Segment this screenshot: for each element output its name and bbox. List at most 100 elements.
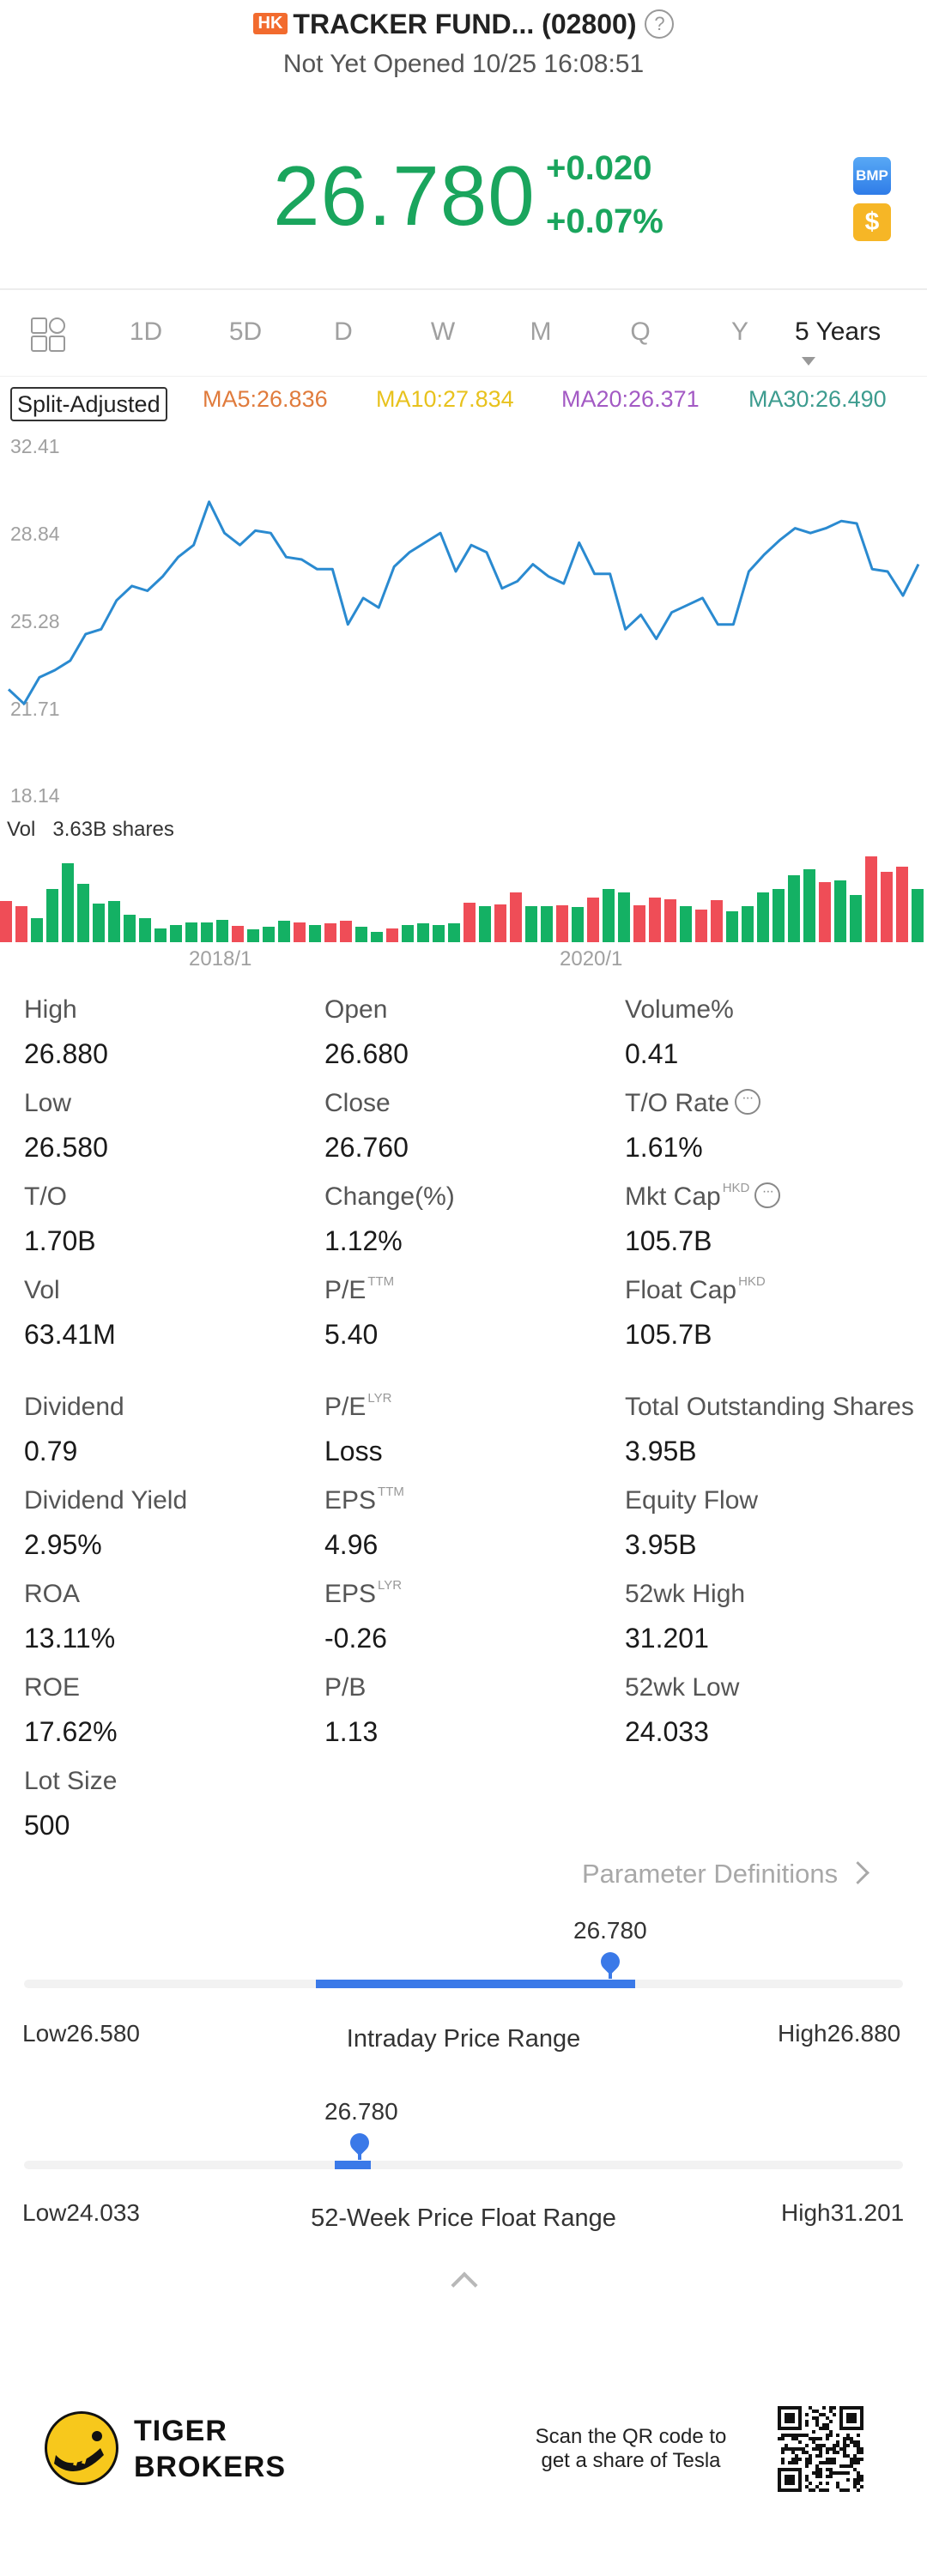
stat-label-text: EPS [324, 1580, 377, 1608]
stat-label-dividend-yield: Dividend Yield [24, 1486, 187, 1515]
x-tick-label: 2018/1 [189, 947, 252, 971]
stat-value-eps: 4.96 [324, 1529, 379, 1560]
volume-bar [340, 921, 352, 942]
tab-d[interactable]: D [334, 317, 353, 346]
volume-bar [494, 904, 506, 942]
price-change-percent: +0.07% [546, 203, 663, 240]
stat-value-vol: 63.41M [24, 1319, 116, 1350]
volume-bar [633, 905, 645, 942]
tab-m[interactable]: M [530, 317, 552, 346]
help-icon[interactable]: ? [645, 9, 675, 39]
volume-bar [803, 869, 815, 942]
caret-down-icon[interactable] [802, 357, 815, 366]
qr-code[interactable] [778, 2406, 863, 2492]
week52-low: Low24.033 [22, 2199, 141, 2226]
volume-bar [15, 906, 27, 942]
intraday-low: Low26.580 [22, 2020, 141, 2047]
stat-label-text: EPS [324, 1486, 377, 1515]
stat-label-open: Open [324, 995, 387, 1025]
volume-bar [695, 910, 707, 942]
volume-chart[interactable] [0, 850, 927, 944]
tab-y[interactable]: Y [730, 317, 748, 346]
chevron-right-icon [846, 1861, 870, 1884]
qr-caption-line2: get a share of Tesla [541, 2449, 721, 2472]
stat-value-mkt-cap: 105.7B [625, 1225, 712, 1256]
stat-value-float-cap: 105.7B [625, 1319, 712, 1350]
stat-value-change: 1.12% [324, 1225, 403, 1256]
volume-bar [510, 892, 522, 942]
stat-value-roe: 17.62% [24, 1716, 118, 1747]
volume-bar [587, 898, 599, 942]
parameter-definitions-label: Parameter Definitions [582, 1859, 839, 1889]
volume-bar [324, 923, 336, 942]
last-price: 26.780 [273, 148, 536, 243]
price-chart[interactable] [0, 438, 927, 798]
chart-layout-icon[interactable] [31, 317, 65, 352]
stat-label-text: Dividend Yield [24, 1486, 188, 1515]
stat-label-roa: ROA [24, 1580, 80, 1609]
volume-bar [711, 900, 723, 942]
stat-label-equity-flow: Equity Flow [625, 1486, 758, 1515]
stat-label-text: T/O [24, 1182, 67, 1211]
y-tick-label: 21.71 [10, 698, 60, 720]
stat-label-text: Mkt Cap [625, 1182, 721, 1211]
volume-bar [0, 901, 12, 942]
stat-label-text: High [24, 995, 77, 1024]
tab-q[interactable]: Q [630, 317, 651, 346]
volume-bar [834, 880, 846, 942]
stat-value-roa: 13.11% [24, 1623, 116, 1654]
stat-label-dividend: Dividend [24, 1393, 124, 1422]
stat-label-text: Open [324, 995, 388, 1024]
stat-label-text: Float Cap [625, 1276, 737, 1304]
stat-label-text: ROA [24, 1580, 81, 1608]
more-info-icon[interactable]: ··· [734, 1089, 760, 1116]
volume-bar [294, 922, 306, 942]
volume-legend: Vol 3.63B shares [7, 818, 174, 842]
stat-label-text: Change(%) [324, 1182, 455, 1211]
stat-label-mkt-cap[interactable]: Mkt Cap HKD ··· [625, 1181, 781, 1212]
volume-bar [93, 904, 105, 942]
intraday-high: High26.880 [778, 2020, 901, 2047]
more-info-icon[interactable]: ··· [754, 1182, 781, 1209]
stat-label-text: Close [324, 1089, 391, 1117]
tab-w[interactable]: W [430, 317, 456, 346]
volume-bar [772, 889, 785, 942]
volume-bar [417, 923, 429, 942]
stat-label-text: P/B [324, 1673, 367, 1702]
brand-line2: BROKERS [134, 2451, 287, 2483]
tab-5d[interactable]: 5D [228, 317, 263, 346]
tab-1d[interactable]: 1D [129, 317, 163, 346]
stat-label-high: High [24, 995, 77, 1025]
week52-high: High31.201 [781, 2199, 905, 2226]
vol-label: Vol [7, 818, 36, 841]
tab-5-years[interactable]: 5 Years [795, 317, 906, 376]
market-status: Not Yet Opened 10/25 16:08:51 [282, 50, 645, 78]
parameter-definitions-link[interactable]: Parameter Definitions [582, 1859, 870, 1890]
stat-label-text: T/O Rate [625, 1089, 730, 1117]
volume-bar [618, 892, 630, 942]
stat-value-close: 26.760 [324, 1132, 409, 1163]
volume-bar [757, 892, 769, 942]
chevron-up-icon[interactable] [451, 2271, 478, 2299]
stat-value-p-e: 5.40 [324, 1319, 379, 1350]
stat-label-text: Low [24, 1089, 72, 1117]
stat-label-t-o: T/O [24, 1182, 67, 1212]
volume-bar [124, 915, 136, 942]
stat-label-text: Volume% [625, 995, 734, 1024]
volume-bar [201, 922, 213, 942]
volume-bar [139, 918, 151, 942]
stat-label-p-e: P/E LYR [324, 1391, 391, 1422]
volume-bar [232, 926, 244, 942]
stat-label-text: Lot Size [24, 1767, 118, 1795]
stat-label-text: 52wk Low [625, 1673, 740, 1702]
header-divider [0, 288, 927, 290]
volume-bar [788, 875, 800, 942]
split-adjusted-toggle[interactable]: Split-Adjusted [10, 387, 167, 421]
week52-current-value: 26.780 [324, 2098, 398, 2125]
bmp-icon[interactable]: BMP [853, 157, 891, 195]
dollar-icon[interactable]: $ [853, 203, 891, 241]
price-line [7, 500, 920, 705]
stock-title: HK TRACKER FUND... (02800)? [0, 9, 927, 41]
stat-label-t-o-rate[interactable]: T/O Rate ··· [625, 1089, 760, 1118]
stat-value-open: 26.680 [324, 1038, 409, 1069]
